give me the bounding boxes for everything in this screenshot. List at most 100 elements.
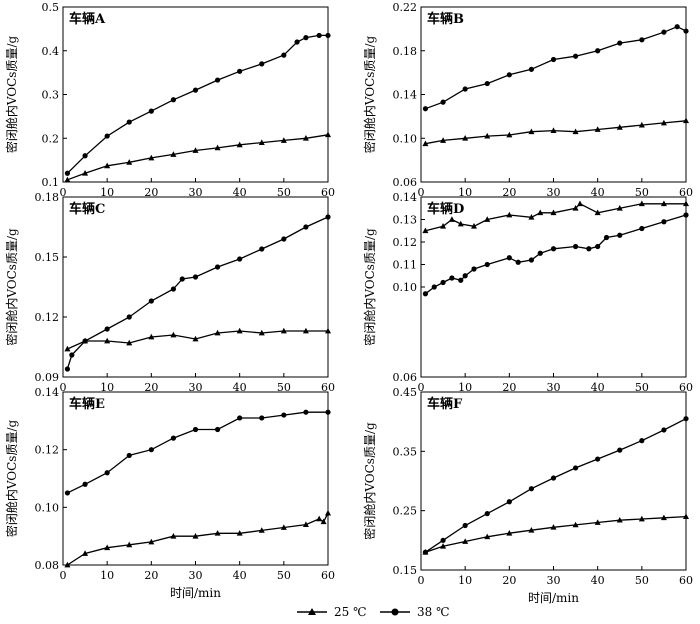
data-point [528, 257, 535, 263]
series-line [67, 411, 328, 494]
panel-title: 车辆A [69, 11, 106, 27]
data-point [126, 159, 133, 165]
data-point [192, 532, 199, 539]
data-point [64, 366, 71, 372]
y-tick-label: 0.14 [35, 386, 60, 399]
plot-frame [420, 391, 687, 571]
x-tick-label: 30 [547, 574, 561, 587]
y-tick-label: 0.12 [35, 444, 60, 457]
legend-label-25: 25 ℃ [334, 605, 367, 619]
data-point [237, 415, 243, 421]
data-point [661, 427, 667, 433]
data-point [214, 426, 221, 433]
panel-title: 车辆C [69, 201, 105, 217]
data-point [236, 141, 243, 148]
data-point [281, 412, 287, 418]
data-point [170, 532, 177, 539]
data-point [126, 339, 133, 346]
data-point [484, 216, 491, 222]
data-point [449, 275, 455, 281]
y-tick-label: 0.2 [42, 132, 60, 145]
data-point [595, 48, 601, 54]
data-point [170, 331, 177, 338]
legend: 25 ℃ 38 ℃ [297, 605, 450, 619]
data-point [462, 538, 469, 544]
data-point [506, 131, 513, 138]
data-point [316, 515, 323, 522]
y-tick-label: 0.15 [35, 251, 60, 264]
data-point [537, 250, 543, 256]
y-axis-label: 密闭舱内VOCs质量/g [362, 228, 377, 346]
data-point [528, 214, 535, 220]
x-tick-label: 10 [100, 381, 114, 394]
x-tick-label: 0 [418, 381, 425, 394]
data-point [258, 329, 265, 336]
y-axis-label: 密闭舱内VOCs质量/g [4, 228, 19, 346]
data-point [440, 223, 447, 229]
data-point [320, 518, 327, 525]
chart-panel-5: 0 10 20 30 40 50 60 0.08 0.10 0.12 0.14 车辆E 密闭舱内VOCs… [4, 386, 335, 600]
y-tick-label: 0.08 [35, 559, 60, 572]
data-point [325, 409, 331, 415]
data-point [302, 327, 309, 334]
chart-panel-4: 0 10 20 30 40 50 60 0.06 0.10 0.11 0.12 0.13 0.14 车辆D… [362, 191, 693, 394]
y-tick-label: 0.12 [393, 236, 418, 249]
data-point [126, 119, 132, 125]
data-point [258, 139, 265, 146]
x-tick-label: 0 [60, 381, 67, 394]
data-point [64, 345, 71, 352]
data-point [528, 486, 535, 492]
x-tick-label: 0 [60, 186, 67, 199]
data-point [550, 209, 557, 216]
y-axis-label: 密闭舱内VOCs质量/g [4, 420, 19, 538]
data-point [471, 266, 477, 272]
x-tick-label: 40 [591, 574, 605, 587]
y-tick-label: 0.22 [393, 1, 418, 14]
series-38C [64, 32, 331, 176]
data-point [126, 314, 132, 320]
data-point [148, 333, 155, 340]
data-point [64, 176, 71, 183]
data-point [236, 327, 243, 334]
data-point [616, 205, 623, 211]
x-tick-label: 10 [458, 574, 472, 587]
data-point [528, 128, 535, 135]
x-tick-label: 30 [189, 569, 203, 582]
data-point [506, 211, 513, 218]
data-point [617, 447, 623, 453]
x-tick-label: 60 [679, 574, 693, 587]
x-tick-label: 40 [591, 186, 605, 199]
y-tick-label: 0.18 [393, 45, 418, 58]
data-point [595, 456, 601, 462]
y-tick-label: 0.4 [42, 45, 60, 58]
x-tick-label: 50 [277, 569, 291, 582]
data-point [484, 261, 490, 268]
y-axis-label: 密闭舱内VOCs质量/g [362, 36, 377, 154]
series-25C [64, 131, 331, 183]
data-point [683, 200, 689, 207]
data-point [550, 127, 557, 133]
series-25C [64, 327, 331, 352]
data-point [214, 264, 221, 270]
series-25C [422, 117, 689, 147]
plot-frame [62, 196, 329, 378]
legend-marker-25 [308, 608, 316, 615]
x-tick-label: 30 [547, 381, 561, 394]
series-line [425, 418, 687, 553]
y-tick-label: 0.1 [42, 176, 60, 189]
x-tick-label: 60 [679, 381, 693, 394]
data-point [237, 68, 243, 74]
data-point [258, 527, 265, 533]
data-point [661, 29, 667, 35]
data-point [82, 153, 88, 159]
data-point [259, 246, 265, 252]
panel-title: 车辆B [427, 11, 464, 27]
panel-title: 车辆E [69, 396, 105, 412]
series-38C [422, 24, 689, 112]
series-38C [422, 212, 689, 297]
data-point [148, 538, 155, 545]
data-point [192, 147, 199, 153]
x-tick-label: 50 [635, 381, 649, 394]
x-tick-label: 10 [458, 381, 472, 394]
x-tick-label: 40 [591, 381, 605, 394]
